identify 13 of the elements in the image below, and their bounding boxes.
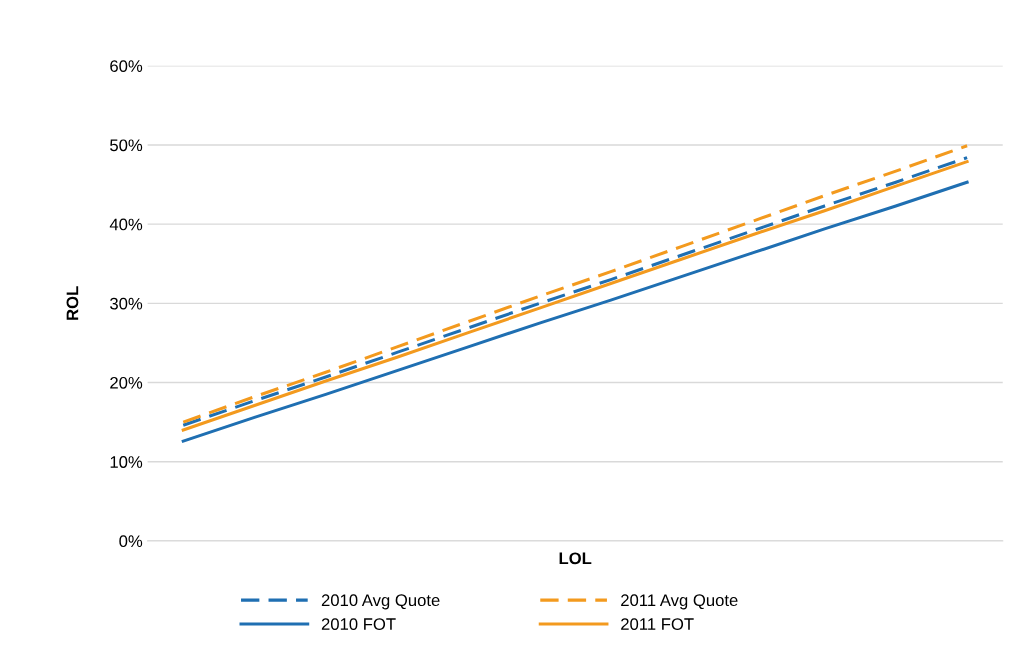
y-tick-label: 50% [110,139,143,152]
y-tick-label: 10% [110,456,143,468]
x-axis-title: LOL [559,552,592,565]
y-tick-label: 20% [110,376,143,389]
legend-label: 2011 FOT [621,618,694,630]
legend-label: 2010 FOT [321,618,396,630]
y-tick-label: 40% [109,218,143,231]
y-axis-title: ROL [66,286,79,320]
legend-label: 2011 Avg Quote [621,594,738,610]
legend-label: 2010 Avg Quote [321,594,440,610]
y-tick-label: 60% [110,60,143,72]
y-tick-label: 0% [119,535,143,548]
y-tick-label: 30% [110,297,143,310]
